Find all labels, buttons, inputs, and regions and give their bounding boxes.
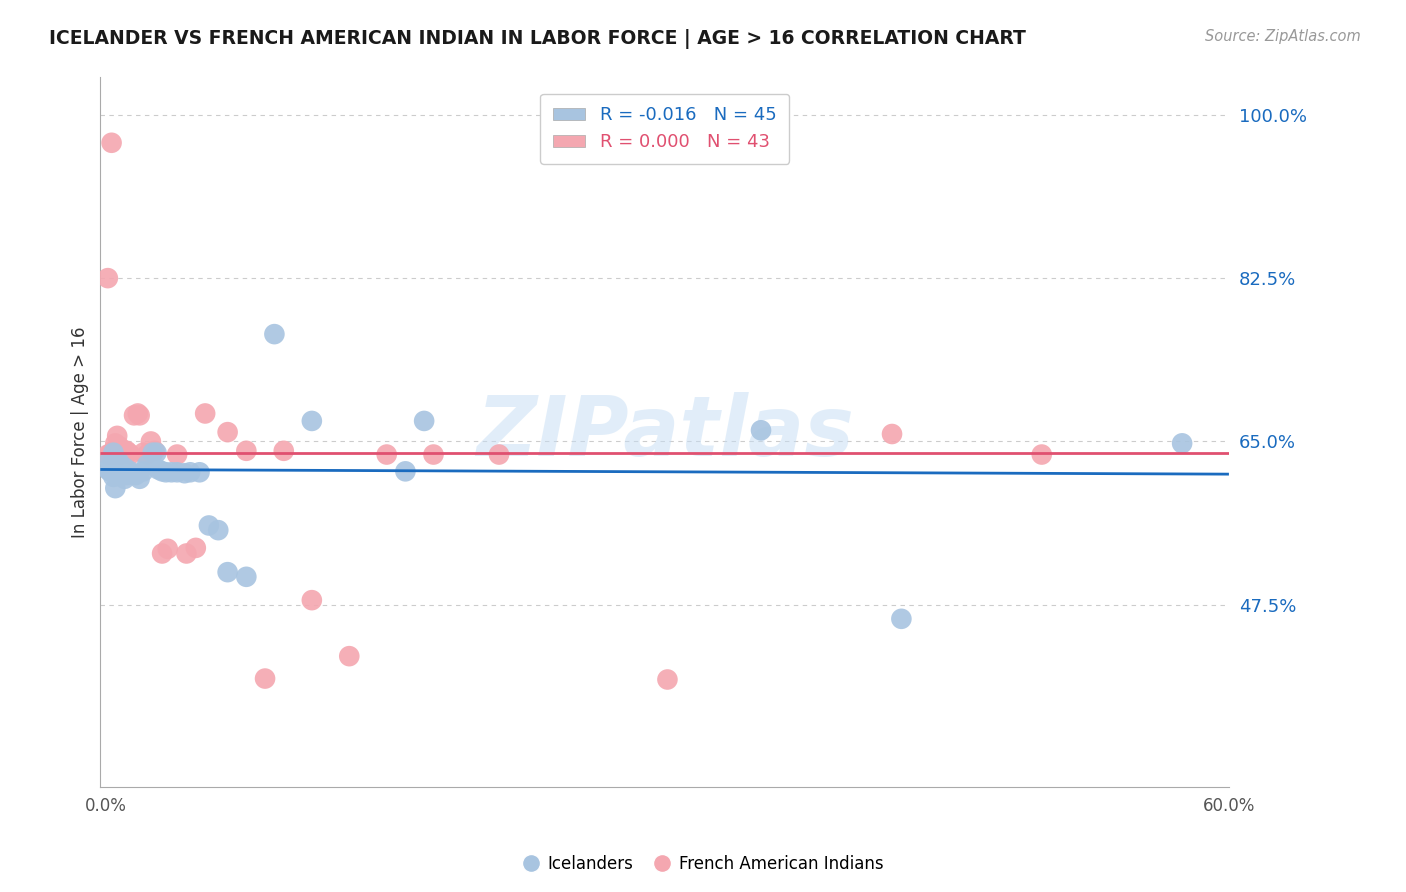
Point (254, 672, 277, 686)
Point (155, 465, 177, 479)
Point (142, 445, 165, 459)
Point (139, 434, 162, 449)
Point (176, 546, 198, 560)
Point (132, 464, 155, 478)
Point (105, 453, 128, 467)
Point (235, 570, 257, 584)
Legend: R = -0.016   N = 45, R = 0.000   N = 43: R = -0.016 N = 45, R = 0.000 N = 43 (540, 94, 789, 164)
Point (110, 467, 132, 482)
Point (114, 472, 136, 486)
Point (115, 443, 138, 458)
Y-axis label: In Labor Force | Age > 16: In Labor Force | Age > 16 (72, 326, 89, 538)
Point (105, 464, 128, 478)
Point (132, 445, 155, 459)
Point (128, 409, 150, 423)
Point (198, 518, 221, 533)
Point (150, 464, 173, 478)
Point (194, 407, 217, 421)
Point (179, 465, 201, 479)
Point (136, 448, 159, 462)
Point (104, 436, 127, 450)
Point (97, 462, 120, 476)
Point (148, 462, 170, 476)
Point (122, 467, 145, 482)
Point (217, 565, 239, 579)
Point (100, 458, 122, 472)
Point (207, 523, 229, 537)
Point (110, 448, 132, 462)
Point (488, 448, 510, 462)
Legend: Icelanders, French American Indians: Icelanders, French American Indians (516, 848, 890, 880)
Point (103, 448, 125, 462)
Point (114, 443, 136, 458)
Point (657, 673, 679, 687)
Point (98, 448, 121, 462)
Point (890, 612, 912, 626)
Point (111, 445, 134, 459)
Point (97, 448, 120, 462)
Text: ICELANDER VS FRENCH AMERICAN INDIAN IN LABOR FORCE | AGE > 16 CORRELATION CHART: ICELANDER VS FRENCH AMERICAN INDIAN IN L… (49, 29, 1026, 48)
Point (749, 423, 772, 437)
Point (103, 470, 125, 484)
Point (263, 327, 285, 342)
Point (125, 468, 148, 483)
Point (115, 468, 138, 483)
Point (166, 448, 188, 462)
Point (127, 407, 149, 421)
Point (1171, 436, 1194, 450)
Point (100, 445, 122, 459)
Point (128, 472, 150, 486)
Point (1031, 448, 1053, 462)
Point (110, 462, 132, 476)
Point (235, 443, 257, 458)
Point (143, 443, 166, 458)
Point (98, 453, 121, 467)
Point (103, 443, 125, 458)
Point (104, 448, 127, 462)
Point (173, 467, 195, 481)
Text: Source: ZipAtlas.com: Source: ZipAtlas.com (1205, 29, 1361, 44)
Point (120, 448, 142, 462)
Point (166, 465, 188, 479)
Point (98, 464, 121, 478)
Point (273, 443, 295, 458)
Point (301, 414, 323, 428)
Point (422, 448, 444, 462)
Point (105, 429, 128, 443)
Point (150, 546, 173, 560)
Point (394, 464, 416, 478)
Point (156, 541, 179, 556)
Point (103, 445, 125, 459)
Point (108, 448, 131, 462)
Point (111, 468, 134, 483)
Point (117, 445, 139, 459)
Point (104, 481, 127, 495)
Point (97, 271, 120, 285)
Text: ZIPatlas: ZIPatlas (475, 392, 853, 473)
Point (104, 458, 127, 472)
Point (880, 427, 903, 442)
Point (217, 425, 239, 439)
Point (136, 458, 159, 472)
Point (184, 541, 207, 555)
Point (122, 409, 145, 423)
Point (145, 445, 167, 459)
Point (413, 414, 436, 428)
Point (114, 460, 136, 475)
Point (188, 465, 211, 479)
Point (375, 448, 398, 462)
Point (301, 593, 323, 607)
Point (120, 464, 142, 478)
Point (117, 467, 139, 481)
Point (108, 455, 131, 469)
Point (337, 649, 360, 664)
Point (100, 136, 122, 150)
Point (108, 439, 131, 453)
Point (160, 465, 183, 479)
